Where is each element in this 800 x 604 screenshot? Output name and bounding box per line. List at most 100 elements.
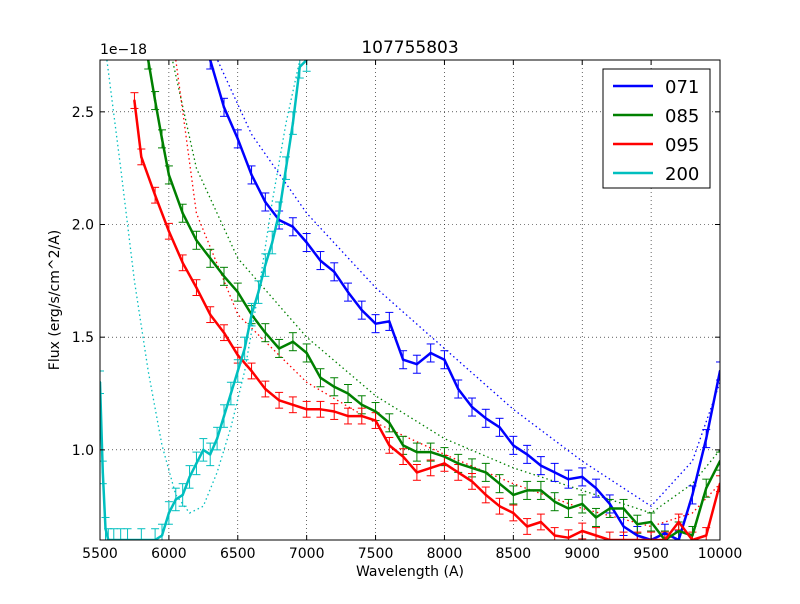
data-point-071 <box>512 444 515 447</box>
data-point-085 <box>649 520 653 524</box>
y-tick-label: 1.5 <box>72 330 94 346</box>
legend: 071 085 095 200 <box>602 68 711 189</box>
data-point-200 <box>229 392 233 395</box>
data-point-085 <box>209 257 212 260</box>
data-point-095 <box>153 194 157 197</box>
data-point-071 <box>553 471 556 474</box>
data-point-071 <box>388 320 391 323</box>
y-offset-label: 1e−18 <box>100 42 147 58</box>
data-point-095 <box>181 261 184 265</box>
data-point-085 <box>401 444 405 447</box>
data-point-085 <box>388 421 391 425</box>
data-point-200 <box>181 493 184 497</box>
data-point-085 <box>415 450 419 454</box>
data-point-085 <box>443 455 446 458</box>
data-point-085 <box>705 486 708 490</box>
data-point-085 <box>277 347 281 350</box>
x-tick-label: 6500 <box>220 546 256 562</box>
data-point-095 <box>209 313 212 316</box>
data-point-200 <box>264 263 267 267</box>
data-point-071 <box>525 453 529 456</box>
data-point-085 <box>305 351 308 355</box>
data-point-085 <box>581 502 584 506</box>
data-point-095 <box>567 536 570 539</box>
data-point-200 <box>277 212 281 215</box>
data-point-095 <box>360 414 363 418</box>
data-point-085 <box>374 410 377 413</box>
data-point-071 <box>415 363 419 366</box>
x-tick-label: 5500 <box>82 546 118 562</box>
data-point-071 <box>429 351 432 355</box>
legend-label-200: 200 <box>665 164 699 185</box>
data-point-200 <box>167 511 171 515</box>
data-point-095 <box>291 403 295 406</box>
data-point-085 <box>333 385 336 388</box>
data-point-071 <box>636 534 639 537</box>
data-point-071 <box>443 358 446 361</box>
data-point-200 <box>104 527 107 530</box>
data-point-071 <box>401 358 405 361</box>
data-point-095 <box>498 504 501 508</box>
data-point-200 <box>209 453 212 456</box>
model-curves <box>106 60 720 528</box>
data-point-085 <box>457 462 460 465</box>
data-point-200 <box>291 121 295 125</box>
data-point-085 <box>291 340 295 343</box>
data-point-085 <box>429 450 432 454</box>
data-point-200 <box>284 166 288 170</box>
data-point-200 <box>195 462 198 465</box>
legend-box <box>602 68 711 189</box>
data-point-071 <box>264 200 267 204</box>
data-point-085 <box>498 482 501 485</box>
data-point-095 <box>236 354 239 357</box>
data-point-071 <box>319 259 322 262</box>
data-point-085 <box>594 516 598 519</box>
chart-title: 107755803 <box>361 38 458 58</box>
data-point-071 <box>484 417 487 420</box>
data-point-085 <box>360 403 363 406</box>
data-point-085 <box>153 99 157 102</box>
series-line-071 <box>209 60 720 540</box>
data-point-071 <box>250 173 253 177</box>
x-tick-label: 7500 <box>358 546 394 562</box>
data-point-085 <box>525 489 529 492</box>
data-point-085 <box>319 376 322 379</box>
data-point-085 <box>167 173 171 177</box>
data-point-085 <box>264 331 267 334</box>
data-point-085 <box>236 290 239 294</box>
model-curve-085 <box>171 60 720 514</box>
data-point-071 <box>691 493 694 497</box>
data-point-095 <box>539 520 543 524</box>
data-point-095 <box>133 99 136 102</box>
data-point-085 <box>608 507 611 510</box>
data-point-071 <box>360 308 363 312</box>
data-point-095 <box>401 455 405 458</box>
data-point-095 <box>264 387 267 391</box>
data-point-071 <box>457 387 460 391</box>
data-point-085 <box>470 466 474 470</box>
legend-label-095: 095 <box>665 135 699 156</box>
data-point-095 <box>415 471 419 474</box>
data-point-071 <box>608 502 611 506</box>
data-point-085 <box>677 529 680 533</box>
data-point-200 <box>236 369 239 373</box>
data-point-071 <box>498 426 501 429</box>
data-point-200 <box>243 347 246 350</box>
data-point-095 <box>346 414 350 418</box>
data-point-085 <box>160 137 164 141</box>
data-point-095 <box>484 493 487 497</box>
data-point-071 <box>594 486 598 490</box>
grid <box>100 60 720 540</box>
x-axis-label: Wavelength (A) <box>356 564 464 580</box>
data-point-200 <box>188 475 191 479</box>
data-point-200 <box>101 471 104 474</box>
data-point-200 <box>257 290 260 294</box>
data-point-085 <box>567 507 570 510</box>
data-point-095 <box>250 369 253 373</box>
y-tick-label: 1.0 <box>72 443 94 459</box>
data-point-095 <box>140 155 143 159</box>
data-point-095 <box>222 331 226 334</box>
data-point-095 <box>333 410 336 413</box>
data-point-095 <box>457 471 460 474</box>
data-point-085 <box>691 534 694 537</box>
